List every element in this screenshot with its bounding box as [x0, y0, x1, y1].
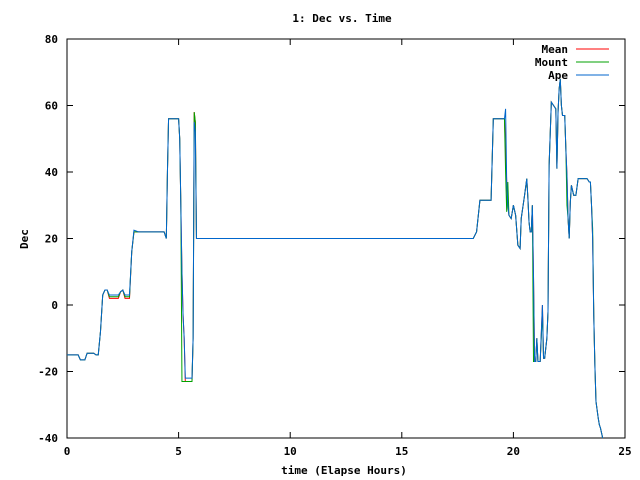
x-axis-label: time (Elapse Hours) — [281, 464, 407, 477]
y-tick-label: 80 — [45, 33, 58, 46]
y-axis-ticks: -40 -20 0 20 40 60 80 — [38, 33, 625, 445]
y-tick-label: 60 — [45, 100, 58, 113]
x-tick-label: 15 — [395, 445, 408, 458]
y-axis-label: Dec — [18, 229, 31, 249]
x-axis-ticks: 0 5 10 15 20 25 — [64, 39, 632, 458]
series-line-mount — [67, 78, 604, 439]
series-line-mean — [67, 78, 604, 439]
x-tick-label: 5 — [175, 445, 182, 458]
x-tick-label: 0 — [64, 445, 71, 458]
x-tick-label: 10 — [284, 445, 297, 458]
series-line-ape — [67, 78, 604, 439]
y-tick-label: 40 — [45, 166, 58, 179]
y-tick-label: 0 — [51, 299, 58, 312]
y-tick-label: -40 — [38, 432, 58, 445]
legend-label-ape: Ape — [548, 69, 568, 82]
chart-title: 1: Dec vs. Time — [292, 12, 392, 25]
legend-label-mount: Mount — [535, 56, 568, 69]
x-tick-label: 25 — [618, 445, 631, 458]
y-tick-label: 20 — [45, 233, 58, 246]
y-tick-label: -20 — [38, 366, 58, 379]
series-layer — [67, 78, 604, 439]
x-tick-label: 20 — [507, 445, 520, 458]
legend-label-mean: Mean — [542, 43, 569, 56]
